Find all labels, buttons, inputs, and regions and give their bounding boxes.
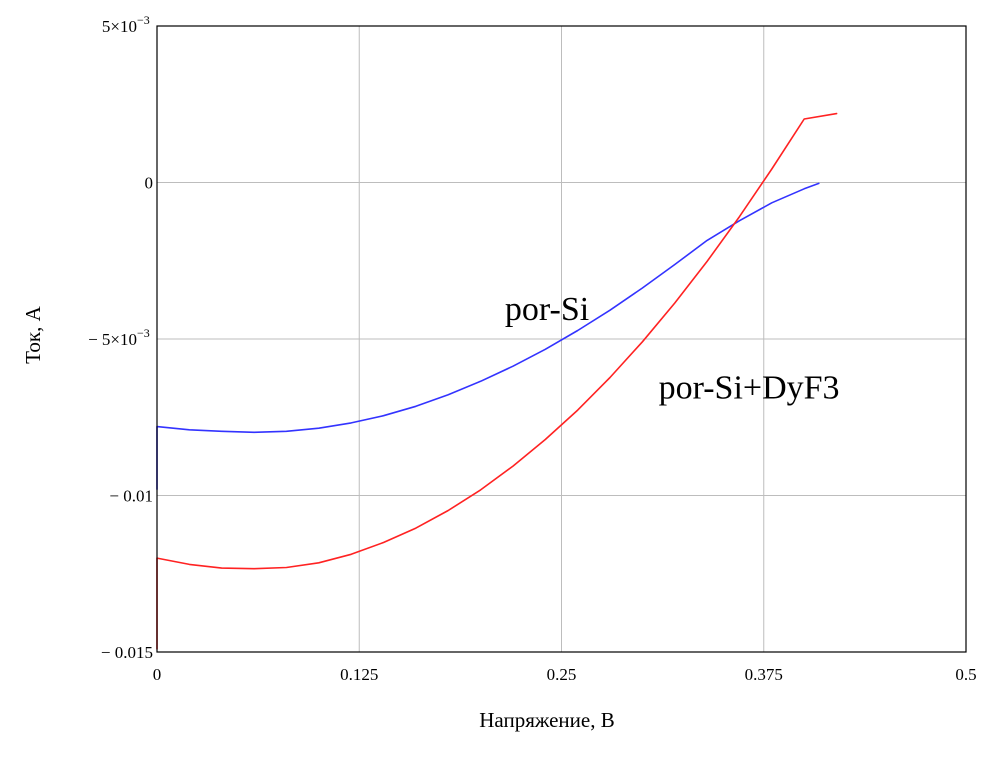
x-axis-title: Напряжение, В: [479, 708, 614, 732]
series-layer: [156, 112, 838, 650]
series-label-por-si-dyf3: por-Si+DyF3: [659, 369, 840, 406]
y-tick-labels: 5×10 −30− 5×10 −3− 0.01− 0.015: [88, 13, 153, 662]
y-tick-label: 0: [145, 174, 154, 193]
x-tick-label: 0.5: [955, 665, 976, 684]
y-tick-label: − 0.015: [101, 643, 153, 662]
x-tick-labels: 0 0.125 0.25 0.375 0.5: [153, 665, 977, 684]
x-tick-label: 0.25: [547, 665, 577, 684]
y-tick-label: − 5×10: [88, 330, 137, 349]
y-axis-title: Ток, А: [21, 305, 45, 363]
y-tick-exponent: −3: [137, 13, 150, 27]
y-tick-label: 5×10: [102, 17, 137, 36]
x-tick-label: 0: [153, 665, 162, 684]
series-line-por-si: [156, 182, 820, 491]
plot-frame: [156, 25, 967, 653]
series-annotations: por-Si por-Si+DyF3: [505, 291, 840, 406]
y-tick-exponent: −3: [137, 326, 150, 340]
y-tick-label: − 0.01: [109, 487, 153, 506]
series-label-por-si: por-Si: [505, 291, 589, 328]
x-tick-label: 0.125: [340, 665, 378, 684]
series-line-por-si-dyf3: [156, 112, 838, 650]
x-tick-label: 0.375: [745, 665, 783, 684]
